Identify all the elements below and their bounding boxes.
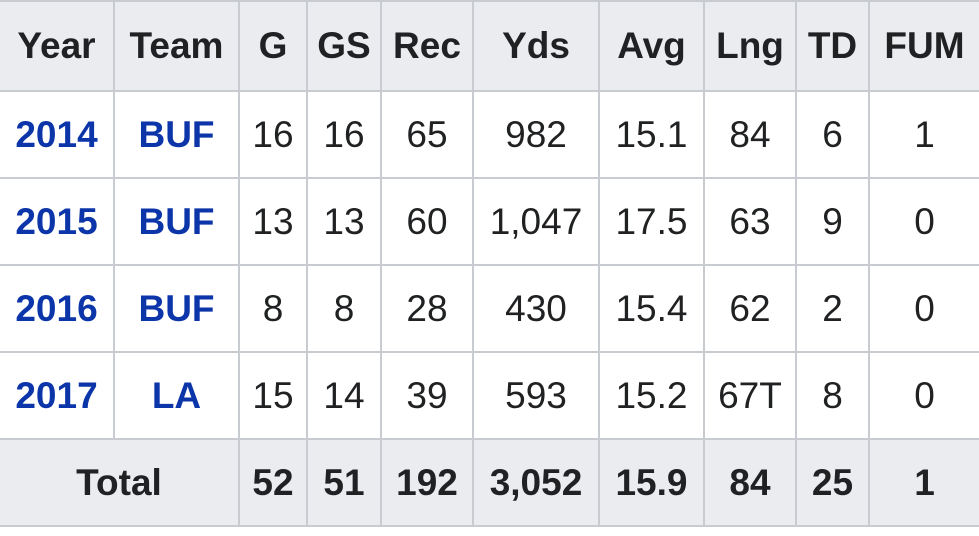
data-row: 2015 BUF 13 13 60 1,047 17.5 63 9 0: [0, 177, 979, 266]
year-link[interactable]: 2016: [15, 287, 98, 329]
cell: 15: [238, 351, 308, 440]
cell: 65: [380, 90, 474, 179]
year-link[interactable]: 2017: [15, 374, 98, 416]
cell: 8: [795, 351, 870, 440]
team-link[interactable]: BUF: [138, 287, 215, 329]
cell: 0: [868, 264, 979, 353]
cell: 1: [868, 90, 979, 179]
cell: 15.2: [598, 351, 705, 440]
cell: 8: [306, 264, 382, 353]
total-cell: 192: [380, 438, 474, 527]
total-cell: 15.9: [598, 438, 705, 527]
cell: 2017: [0, 351, 115, 440]
total-cell: 3,052: [472, 438, 600, 527]
header-cell: FUM: [868, 0, 979, 92]
header-cell: Yds: [472, 0, 600, 92]
cell: BUF: [113, 177, 240, 266]
cell: 0: [868, 177, 979, 266]
team-link[interactable]: LA: [151, 374, 202, 416]
data-row: 2014 BUF 16 16 65 982 15.1 84 6 1: [0, 90, 979, 179]
cell: BUF: [113, 90, 240, 179]
header-cell: Avg: [598, 0, 705, 92]
cell: 13: [306, 177, 382, 266]
data-row: 2017 LA 15 14 39 593 15.2 67T 8 0: [0, 351, 979, 440]
cell: 8: [238, 264, 308, 353]
header-cell: G: [238, 0, 308, 92]
total-cell: 1: [868, 438, 979, 527]
cell: 16: [238, 90, 308, 179]
header-cell: GS: [306, 0, 382, 92]
header-cell: Lng: [703, 0, 797, 92]
total-cell: 84: [703, 438, 797, 527]
cell: LA: [113, 351, 240, 440]
header-cell: TD: [795, 0, 870, 92]
cell: 13: [238, 177, 308, 266]
cell: 67T: [703, 351, 797, 440]
total-cell: 52: [238, 438, 308, 527]
total-cell: 25: [795, 438, 870, 527]
year-link[interactable]: 2014: [15, 113, 98, 155]
header-row: Year Team G GS Rec Yds Avg Lng TD FUM: [0, 0, 979, 92]
header-cell: Rec: [380, 0, 474, 92]
team-link[interactable]: BUF: [138, 200, 215, 242]
cell: 84: [703, 90, 797, 179]
cell: 62: [703, 264, 797, 353]
cell: 2014: [0, 90, 115, 179]
total-label: Total: [0, 438, 240, 527]
cell: 16: [306, 90, 382, 179]
cell: 2016: [0, 264, 115, 353]
cell: 1,047: [472, 177, 600, 266]
cell: 60: [380, 177, 474, 266]
cell: BUF: [113, 264, 240, 353]
cell: 982: [472, 90, 600, 179]
table-body: 2014 BUF 16 16 65 982 15.1 84 6 1 2015 BUF 13 13 60 1,0…: [0, 90, 979, 527]
cell: 14: [306, 351, 382, 440]
cell: 9: [795, 177, 870, 266]
cell: 0: [868, 351, 979, 440]
cell: 17.5: [598, 177, 705, 266]
cell: 63: [703, 177, 797, 266]
cell: 2015: [0, 177, 115, 266]
total-row: Total 52 51 192 3,052 15.9 84 25 1: [0, 438, 979, 527]
header-cell: Team: [113, 0, 240, 92]
cell: 430: [472, 264, 600, 353]
cell: 15.1: [598, 90, 705, 179]
data-row: 2016 BUF 8 8 28 430 15.4 62 2 0: [0, 264, 979, 353]
year-link[interactable]: 2015: [15, 200, 98, 242]
header-cell: Year: [0, 0, 115, 92]
total-cell: 51: [306, 438, 382, 527]
cell: 6: [795, 90, 870, 179]
cell: 39: [380, 351, 474, 440]
cell: 28: [380, 264, 474, 353]
team-link[interactable]: BUF: [138, 113, 215, 155]
cell: 15.4: [598, 264, 705, 353]
cell: 2: [795, 264, 870, 353]
cell: 593: [472, 351, 600, 440]
